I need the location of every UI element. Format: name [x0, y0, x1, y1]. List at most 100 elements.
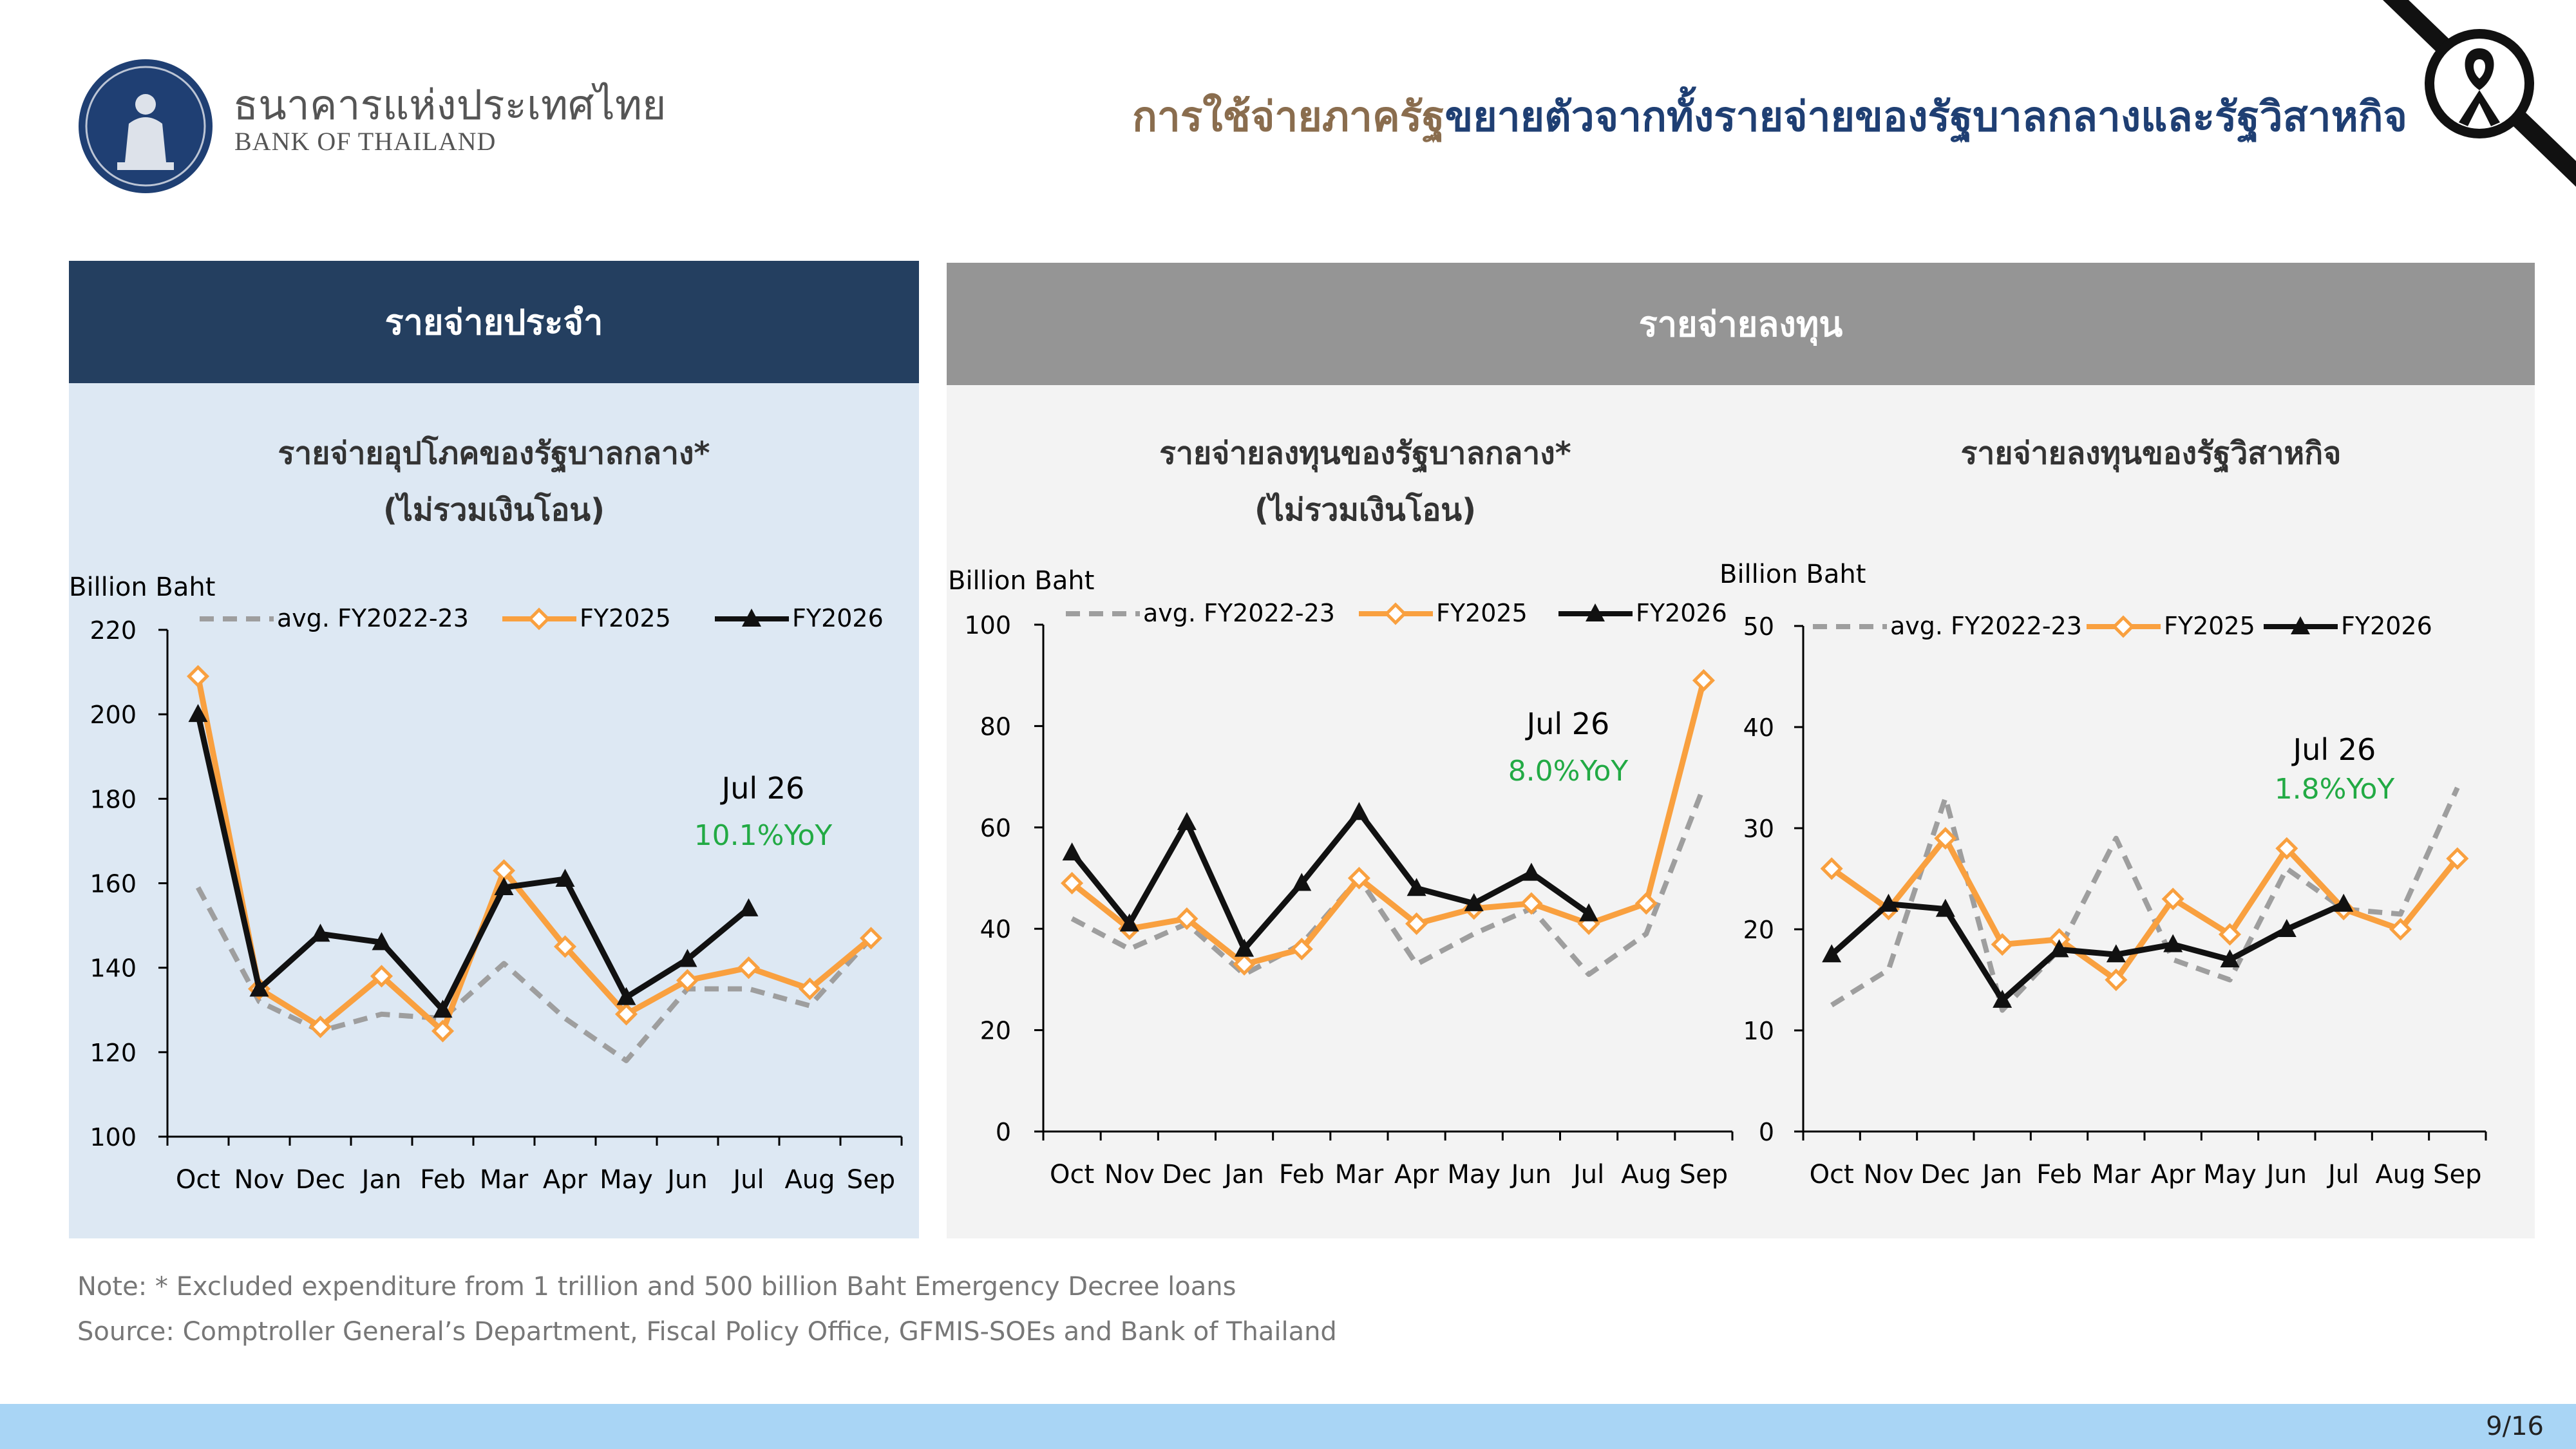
chart-3-series-3-point	[2163, 934, 2183, 952]
chart-1-x-tick-label: Apr	[543, 1165, 588, 1195]
chart-3-x-tick-label: Mar	[2092, 1160, 2141, 1189]
chart-3-series-2-point	[1934, 827, 1957, 850]
chart-3-annotation-label: Jul 26	[2291, 732, 2376, 767]
chart-2-annotation-label: Jul 26	[1525, 706, 1610, 741]
chart-1-x-tick-label: Sep	[847, 1165, 895, 1195]
chart-1-title: รายจ่ายอุปโภคของรัฐบาลกลาง* (ไม่รวมเงินโ…	[69, 425, 919, 538]
chart-2-x-tick-label: Oct	[1050, 1160, 1094, 1189]
chart-3-y-tick-label: 50	[1743, 612, 1774, 641]
page-number: 9/16	[2486, 1412, 2544, 1441]
chart-1-x-tick-label: Jan	[360, 1165, 402, 1195]
chart-1-series-3-point	[433, 999, 453, 1018]
chart-1-x-tick-label: Oct	[176, 1165, 220, 1195]
chart-3-x-tick-label: Feb	[2036, 1160, 2082, 1189]
chart-1-y-tick-label: 220	[90, 616, 137, 645]
chart-2-x-tick-label: Aug	[1621, 1160, 1671, 1189]
chart-2-x-tick-label: May	[1447, 1160, 1501, 1189]
chart-3-legend-label-2: FY2025	[2164, 612, 2255, 640]
chart-1-series-2-point	[614, 1003, 638, 1026]
chart-2-y-tick-label: 100	[964, 611, 1011, 639]
chart-2-x-tick-label: Dec	[1162, 1160, 1211, 1189]
chart-2-x-tick-label: Nov	[1104, 1160, 1155, 1189]
chart-2-x-tick-label: Sep	[1680, 1160, 1728, 1189]
chart-2-x-tick-label: Feb	[1279, 1160, 1325, 1189]
chart-2-x-tick-label: Apr	[1394, 1160, 1439, 1189]
mourning-ribbon-icon	[2383, 0, 2576, 187]
chart-3-series-2-line	[1830, 835, 2460, 983]
chart-3-x-tick-label: Sep	[2433, 1160, 2481, 1189]
chart-1-title-line1: รายจ่ายอุปโภคของรัฐบาลกลาง*	[278, 435, 710, 471]
chart-2-series-3-point	[1579, 903, 1599, 922]
chart-1-legend-label-3: FY2026	[792, 604, 884, 632]
chart-2-series-2-point	[1233, 952, 1256, 976]
chart-1-series-2-point	[737, 956, 761, 980]
chart-2-x-tick-label: Jan	[1222, 1160, 1264, 1189]
chart-1-y-tick-label: 100	[90, 1123, 137, 1151]
chart-1-series-3-line	[195, 714, 751, 1013]
chart-1-series-3-point	[739, 898, 759, 916]
chart-2-series-3-line	[1070, 809, 1591, 952]
chart-1-x-tick-label: Mar	[480, 1165, 529, 1195]
chart-3-x-tick-label: May	[2203, 1160, 2257, 1189]
chart-3-y-tick-label: 0	[1759, 1118, 1774, 1146]
chart-1-series-2-point	[370, 965, 393, 988]
chart-1-series-3-point	[372, 932, 392, 951]
chart-1-y-tick-label: 180	[90, 785, 137, 813]
chart-2-series-3-point	[1349, 802, 1369, 820]
chart-1-x-tick-label: May	[600, 1165, 653, 1195]
chart-1-title-line2: (ไม่รวมเงินโอน)	[383, 492, 605, 528]
chart-2-x-tick-label: Jul	[1571, 1160, 1604, 1189]
chart-3-x-tick-label: Aug	[2375, 1160, 2425, 1189]
chart-2-y-tick-label: 60	[980, 814, 1011, 842]
chart-1-series-2-point	[431, 1019, 455, 1043]
investment-expenditure-heading: รายจ่ายลงทุน	[947, 263, 2535, 385]
chart-2-series-2-point	[1290, 938, 1313, 961]
chart-1-series-2-point	[859, 927, 883, 950]
chart-3-y-tick-label: 40	[1743, 714, 1774, 742]
chart-3-x-tick-label: Jul	[2326, 1160, 2359, 1189]
chart-2-series-3-point	[1464, 893, 1484, 911]
chart-3-x-tick-label: Dec	[1920, 1160, 1970, 1189]
chart-3-y-tick-label: 30	[1743, 815, 1774, 843]
chart-1-series-3-point	[677, 949, 697, 967]
chart-2-legend-label-1: avg. FY2022-23	[1143, 599, 1335, 627]
page-title-part1: การใช้จ่ายภาครัฐ	[1132, 93, 1445, 141]
chart-3-title-line1: รายจ่ายลงทุนของรัฐวิสาหกิจ	[1960, 435, 2342, 471]
chart-3-x-tick-label: Apr	[2151, 1160, 2196, 1189]
chart-3-y-tick-label: 10	[1743, 1017, 1774, 1045]
investment-expenditure-panel	[947, 263, 2535, 1238]
chart-2-series-2-point	[1175, 907, 1198, 930]
chart-1-y-tick-label: 140	[90, 954, 137, 983]
chart-3-series-2-point	[2105, 968, 2128, 992]
chart-3-legend-marker-3	[2291, 616, 2310, 634]
chart-3-series-1-line	[1830, 786, 2460, 1013]
chart-1-x-tick-label: Nov	[234, 1165, 284, 1195]
bank-of-thailand-seal-icon	[85, 66, 206, 187]
chart-3-series-3-point	[2334, 893, 2354, 912]
source-note: Source: Comptroller General’s Department…	[77, 1317, 1337, 1347]
chart-3-series-3-point	[1822, 944, 1842, 963]
chart-2-title-line1: รายจ่ายลงทุนของรัฐบาลกลาง*	[1159, 435, 1571, 471]
bank-name-english: BANK OF THAILAND	[234, 127, 497, 156]
chart-2-title-line2: (ไม่รวมเงินโอน)	[1254, 492, 1477, 528]
chart-1-series-2-point	[308, 1015, 332, 1039]
chart-2-legend-label-2: FY2025	[1436, 599, 1528, 627]
chart-3-series-2-point	[1991, 933, 2014, 956]
chart-2-y-tick-label: 80	[980, 712, 1011, 741]
chart-3-annotation-value: 1.8%YoY	[2275, 773, 2395, 806]
chart-3-series-2-point	[2275, 837, 2298, 860]
chart-1-x-tick-label: Feb	[420, 1165, 466, 1195]
chart-2-series-3-point	[1521, 862, 1541, 881]
bank-of-thailand-logo	[79, 59, 213, 193]
chart-3-x-tick-label: Oct	[1810, 1160, 1854, 1189]
chart-2-series-2-point	[1634, 892, 1658, 915]
chart-2-series-2-point	[1061, 871, 1084, 895]
chart-1-x-tick-label: Dec	[296, 1165, 345, 1195]
chart-2-series-1-line	[1070, 786, 1707, 978]
chart-2-title: รายจ่ายลงทุนของรัฐบาลกลาง* (ไม่รวมเงินโอ…	[979, 425, 1752, 538]
chart-1-series-3-point	[188, 704, 208, 723]
page-title: การใช้จ่ายภาครัฐขยายตัวจากทั้งรายจ่ายของ…	[1132, 84, 2407, 149]
